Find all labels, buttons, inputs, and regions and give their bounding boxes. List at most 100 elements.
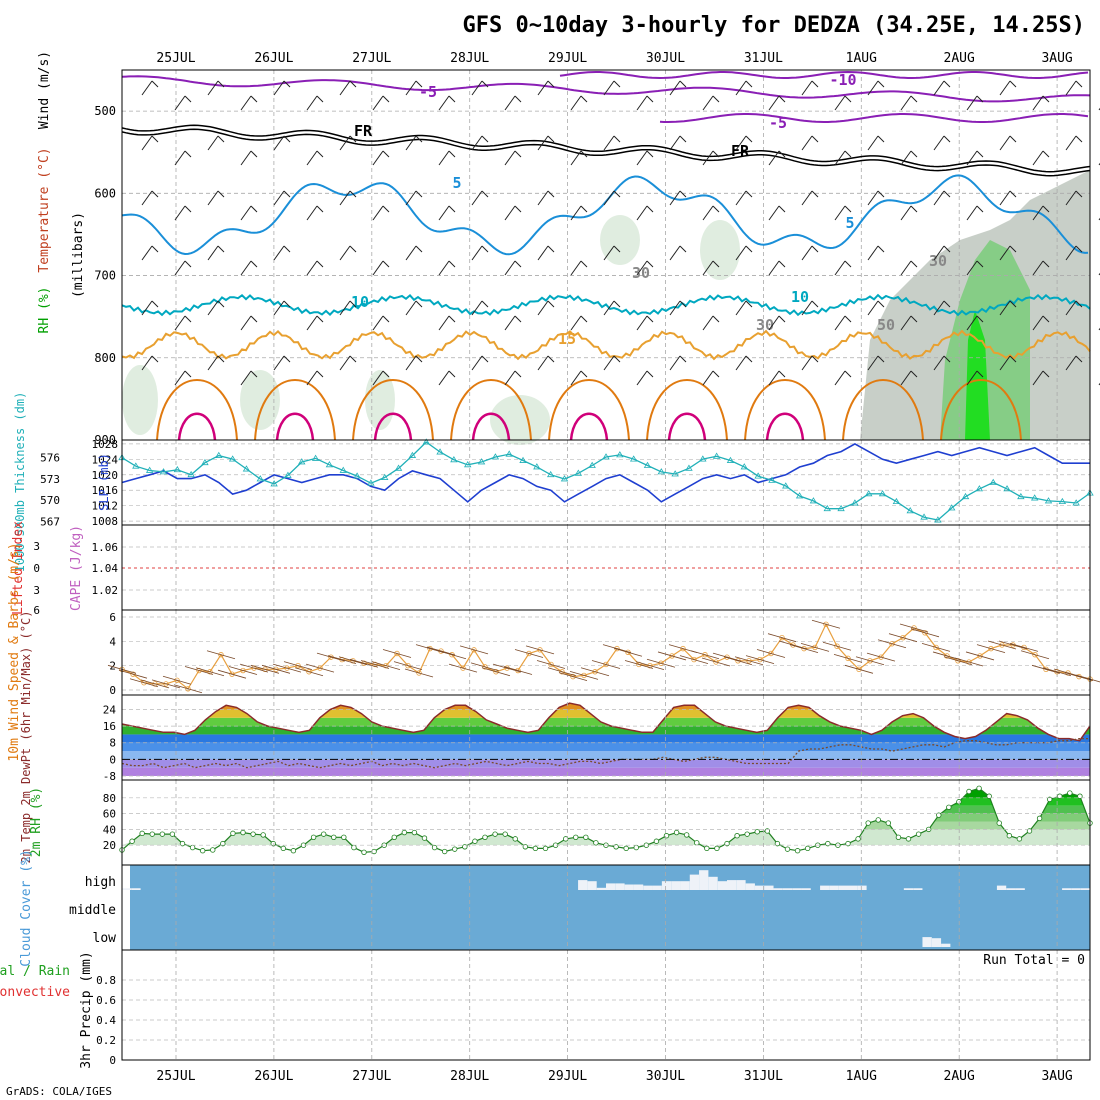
wind-barb-flag <box>580 370 588 378</box>
wind-barb-flag <box>217 135 225 143</box>
wind-barb-flag <box>613 190 621 198</box>
rh-marker <box>966 788 972 795</box>
wind-barb <box>834 95 846 111</box>
wind-barb <box>372 370 384 386</box>
wind-barb <box>504 150 516 166</box>
rh-marker <box>502 831 508 837</box>
precip-run-total: Run Total = 0 <box>983 953 1085 968</box>
wind-barb <box>1032 95 1044 111</box>
wind-barb-flag <box>976 260 984 268</box>
wind-speed-marker <box>977 653 983 659</box>
wind-barb <box>669 245 681 261</box>
wind-barb-flag <box>613 135 621 143</box>
contour-10 <box>121 293 1091 317</box>
wind-barb <box>669 80 681 96</box>
cloud-high-bar <box>699 870 709 890</box>
wind-barb-flag <box>646 370 654 378</box>
wind-barb <box>1031 664 1061 674</box>
wind-barb <box>603 80 615 96</box>
wind-barb <box>141 300 153 316</box>
wind-speed-marker <box>526 650 532 657</box>
wind-barb <box>240 150 252 166</box>
wind-barb-flag <box>811 245 819 253</box>
wind-barb <box>504 95 516 111</box>
thickness-marker <box>671 470 679 477</box>
contour-label: 30 <box>929 252 947 270</box>
contour-25-arch <box>373 412 413 441</box>
wind-barb <box>801 355 813 371</box>
rh-marker <box>472 838 478 844</box>
cloud-high-bar <box>782 888 793 890</box>
thickness-marker <box>464 461 472 468</box>
wind-barb <box>735 135 747 151</box>
rh-marker <box>320 831 327 837</box>
wind-barb-flag <box>415 355 423 363</box>
wind-barb <box>372 150 384 166</box>
slp-tick-label: 1028 <box>92 438 119 451</box>
wind-barb-flag <box>580 315 588 323</box>
wind-barb <box>174 95 186 111</box>
wind-barb-flag <box>283 300 291 308</box>
wind-barb-flag <box>415 135 423 143</box>
wind-barb <box>514 649 544 658</box>
wind-barb-flag <box>448 150 456 158</box>
wind-barb <box>822 641 852 651</box>
wind-barb-flag <box>613 245 621 253</box>
wind-barb-flag <box>1075 135 1083 143</box>
wind-barb <box>470 662 500 672</box>
contour-25-arch <box>471 412 511 441</box>
thickness-tick-label: 567 <box>40 515 60 528</box>
wind-barb <box>933 355 945 371</box>
wind-speed-marker <box>988 645 994 652</box>
wind-barb <box>636 95 648 111</box>
rh-marker <box>825 840 831 847</box>
thickness-marker <box>588 461 596 468</box>
contour-label: 30 <box>632 264 650 282</box>
cloud-background <box>130 865 1090 950</box>
cloud-high-bar <box>829 885 839 890</box>
contour-20-arch <box>940 379 1022 441</box>
wind-barb-flag <box>679 80 687 88</box>
rh-marker <box>462 844 468 850</box>
wind-barb-flag <box>151 80 159 88</box>
wind-barb <box>504 370 516 386</box>
wind-barb <box>438 315 450 331</box>
thickness-marker <box>685 464 693 471</box>
rh-marker <box>573 834 579 840</box>
top-date-label: 1AUG <box>846 51 877 66</box>
wind-barb-flag <box>1042 95 1050 103</box>
wind-tick-label: 2 <box>109 660 116 673</box>
wind-barb-flag <box>349 80 357 88</box>
thickness-marker <box>1058 497 1067 505</box>
cloud-high-bar <box>615 883 625 890</box>
wind-barb <box>570 95 582 111</box>
slp-tick-label: 1024 <box>92 453 119 466</box>
wind-barb <box>1032 370 1044 386</box>
wind-barb <box>636 150 648 166</box>
wind-barb-flag <box>514 315 522 323</box>
rh-marker <box>976 785 982 792</box>
cloud-high-bar <box>820 885 830 890</box>
temp-band <box>122 734 1090 743</box>
y-tick-label: 900 <box>94 433 116 447</box>
rh-marker <box>1067 790 1073 796</box>
contour-label: 10 <box>351 293 369 311</box>
wind-barb-flag <box>580 95 588 103</box>
wind-barb-flag <box>217 300 225 308</box>
wind-barb <box>933 245 945 261</box>
wind-barb <box>933 80 945 96</box>
wind-barb <box>240 260 252 276</box>
wind-barb-flag <box>712 370 720 378</box>
wind-barb-flag <box>613 355 621 363</box>
wind-barb <box>624 660 654 669</box>
wind-barb-flag <box>382 260 390 268</box>
wind-barb <box>338 656 368 666</box>
wind-barb-flag <box>349 355 357 363</box>
temp-band <box>122 751 1090 760</box>
top-date-label: 27JUL <box>352 51 391 66</box>
wind-barb <box>240 370 252 386</box>
wind-barb-flag <box>1009 80 1017 88</box>
wind-barb <box>537 80 549 96</box>
wind-barb <box>801 300 813 316</box>
wind-barb <box>1032 205 1044 221</box>
